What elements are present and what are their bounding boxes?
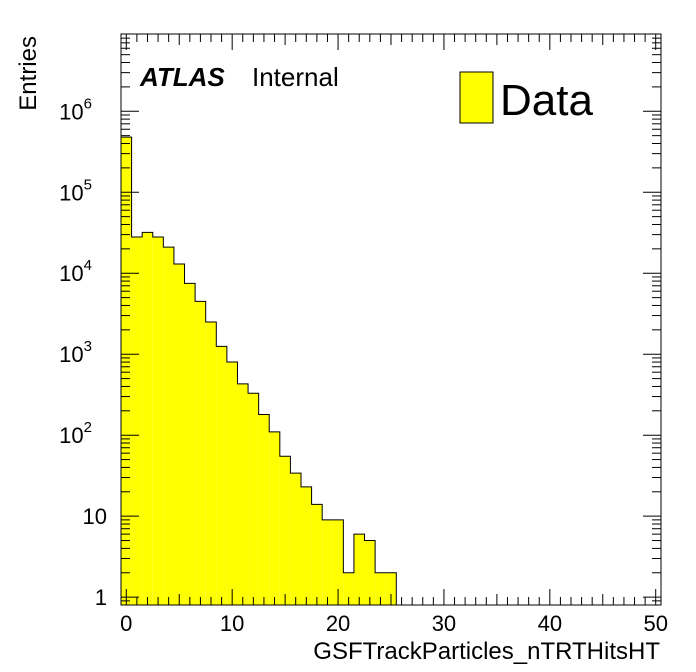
histogram-bin [279,456,291,605]
axis-ticks [121,33,661,606]
histogram-bin [131,237,143,605]
histogram-bin [301,486,312,605]
histogram-bin [343,572,354,605]
legend-label-data: Data [500,76,593,125]
histogram-bin [258,414,270,605]
histogram-bin [195,301,206,605]
histogram-bin [311,504,323,605]
histogram-bin [322,519,333,605]
histogram-bin [205,321,217,605]
y-axis-title: Entries [15,36,42,111]
y-tick-label: 103 [59,338,92,367]
y-tick-label: 106 [59,95,92,124]
internal-label: Internal [252,62,339,92]
histogram-bin [152,237,164,605]
x-tick-label: 30 [432,611,456,636]
histogram-bin [385,572,397,605]
y-tick-label: 104 [59,257,92,286]
histogram-bin [269,431,280,605]
histogram-bin [375,572,386,605]
atlas-label: ATLAS [139,62,225,92]
x-tick-label: 10 [220,611,244,636]
histogram-bin [237,383,249,605]
x-tick-label: 40 [538,611,562,636]
y-tick-label: 102 [59,419,92,448]
histogram-bin [216,346,227,605]
histogram-bin [121,137,132,605]
histogram-bin [226,362,238,605]
histogram-bin [163,247,174,605]
y-tick-label: 10 [83,504,107,529]
histogram-bars [120,136,661,606]
x-tick-label: 0 [120,611,132,636]
legend-swatch-data [459,71,494,124]
histogram-bin [364,540,376,605]
histogram-bin [353,534,365,605]
x-tick-label: 50 [643,611,667,636]
x-tick-label: 20 [326,611,350,636]
histogram-bin [290,473,301,605]
histogram-bin [142,232,153,605]
histogram-bin [248,393,259,605]
tick-labels: 0 10 20 30 40 50 1 10 102 103 104 105 106 [59,95,668,636]
histogram-bin [184,283,196,605]
x-axis-title: GSFTrackParticles_nTRTHitsHT [313,638,660,665]
plot-frame [120,33,662,606]
histogram-bin [332,519,344,605]
histogram-bin [173,264,185,605]
y-tick-label: 1 [95,585,107,610]
y-tick-label: 105 [59,176,92,205]
